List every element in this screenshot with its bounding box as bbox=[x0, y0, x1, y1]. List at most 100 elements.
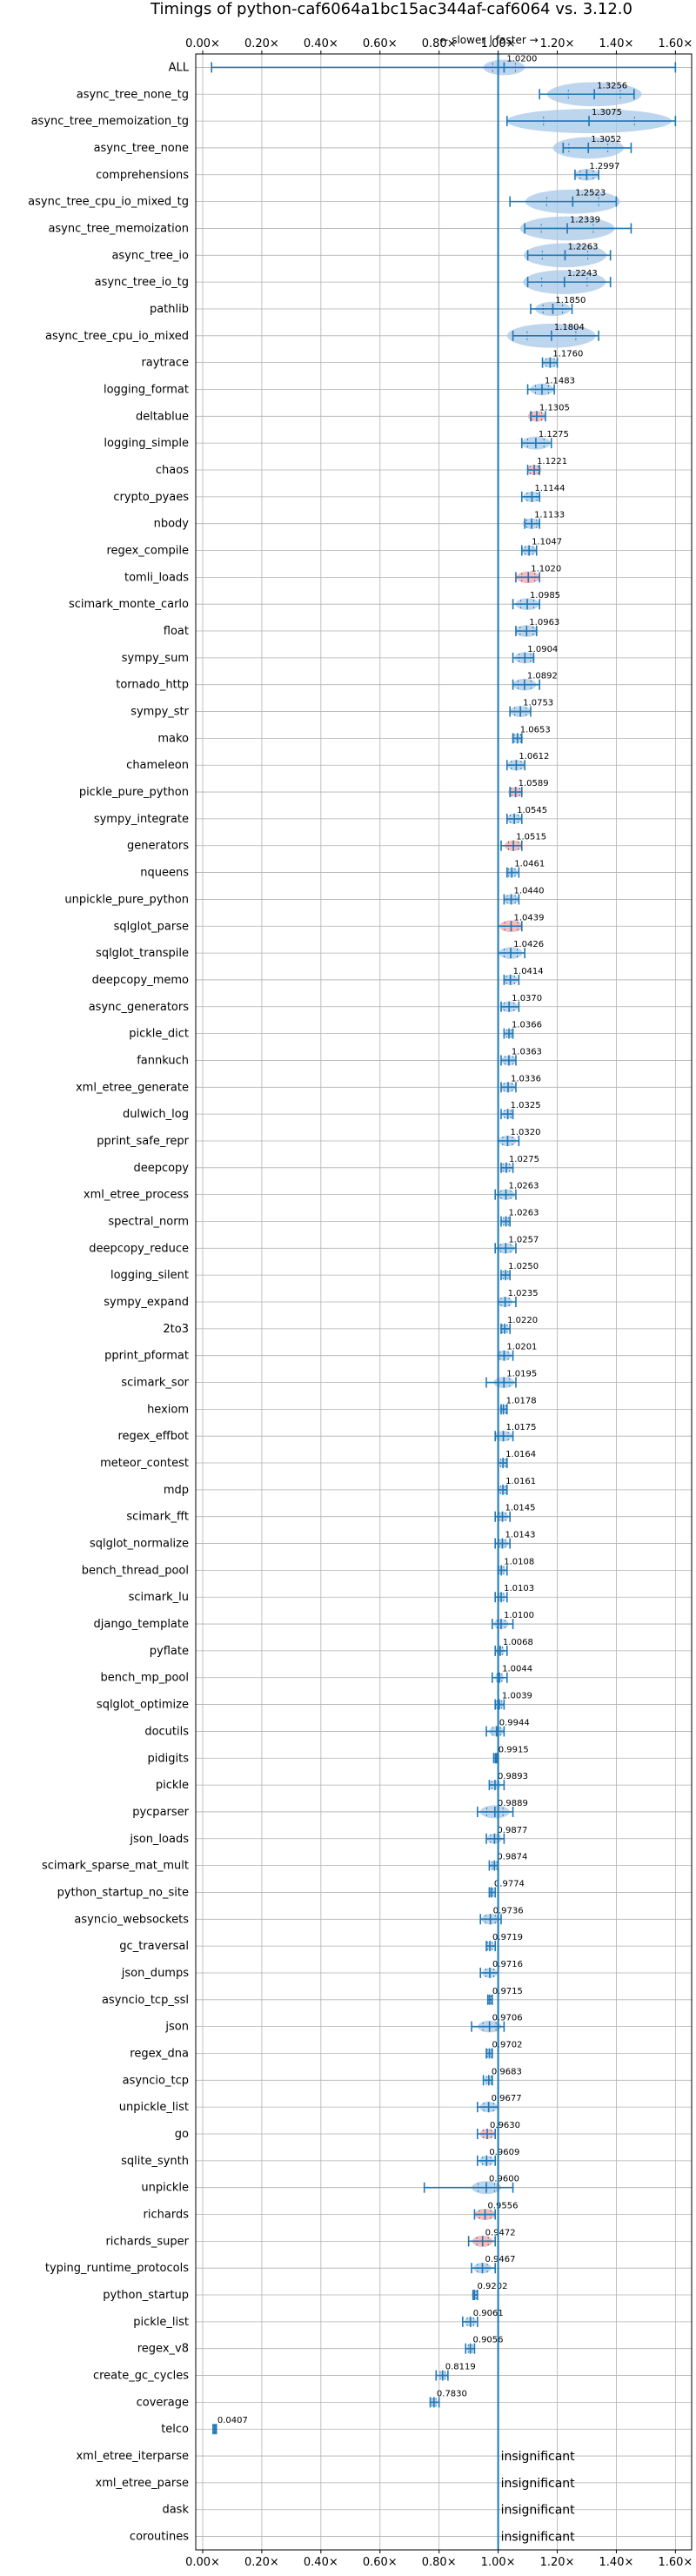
category-label: sqlglot_optimize bbox=[97, 1699, 189, 1712]
value-label: 1.0325 bbox=[511, 1101, 541, 1110]
value-label: 1.0366 bbox=[512, 1021, 542, 1030]
x-tick-label-bottom: 1.40× bbox=[599, 2556, 634, 2569]
plot-marks: 1.0200 1.3256 1.3075 1.3052 1.2997 1.2523 1.23… bbox=[211, 54, 677, 2550]
category-label: pickle bbox=[156, 1779, 189, 1792]
category-label: async_tree_cpu_io_mixed bbox=[45, 330, 189, 343]
category-label: asyncio_tcp_ssl bbox=[102, 1994, 189, 2007]
value-label: 1.2997 bbox=[589, 162, 619, 171]
category-label: raytrace bbox=[141, 357, 189, 370]
category-label: pprint_safe_repr bbox=[97, 1135, 189, 1148]
category-label: xml_etree_process bbox=[84, 1189, 189, 1202]
category-label: xml_etree_parse bbox=[96, 2477, 189, 2490]
category-label: dulwich_log bbox=[123, 1108, 189, 1121]
category-label: asyncio_tcp bbox=[123, 2074, 189, 2087]
category-label: hexiom bbox=[147, 1403, 189, 1416]
value-label: 0.9874 bbox=[497, 1853, 527, 1862]
value-label: 1.0263 bbox=[509, 1208, 539, 1218]
grid bbox=[196, 54, 692, 2550]
value-label: 1.2523 bbox=[575, 189, 606, 198]
category-label: unpickle_list bbox=[119, 2101, 189, 2114]
value-label: 0.9774 bbox=[494, 1879, 525, 1888]
insignificant-label: insignificant bbox=[501, 2531, 576, 2545]
category-label: mdp bbox=[164, 1484, 189, 1497]
value-label: 0.9877 bbox=[497, 1826, 527, 1835]
category-label: sqlglot_transpile bbox=[96, 947, 189, 960]
category-label: pycparser bbox=[132, 1806, 189, 1819]
value-label: 1.0892 bbox=[527, 672, 558, 681]
value-label: 1.1047 bbox=[532, 538, 562, 547]
category-label: richards_super bbox=[105, 2235, 189, 2248]
category-label: async_tree_memoization bbox=[48, 222, 189, 235]
category-label: sqlglot_normalize bbox=[90, 1538, 189, 1551]
x-tick-label-bottom: 0.20× bbox=[244, 2556, 279, 2569]
category-label: ALL bbox=[169, 61, 190, 74]
category-label: spectral_norm bbox=[108, 1215, 189, 1228]
category-label: python_startup bbox=[103, 2289, 189, 2302]
category-label: pickle_dict bbox=[129, 1028, 189, 1041]
value-label: 1.0250 bbox=[508, 1262, 539, 1271]
value-label: 0.9736 bbox=[493, 1906, 524, 1915]
value-label: 1.1850 bbox=[555, 296, 586, 305]
value-label: 1.3052 bbox=[591, 135, 621, 144]
value-label: 1.0515 bbox=[516, 833, 546, 842]
value-label: 1.0653 bbox=[520, 725, 551, 735]
value-label: 1.0439 bbox=[514, 913, 545, 922]
value-label: 0.9556 bbox=[488, 2202, 519, 2211]
category-label: async_tree_memoization_tg bbox=[31, 115, 189, 128]
x-ticks: 0.00× 0.00× 0.20× 0.20× 0.40× 0.40× 0.60× 0.60×… bbox=[185, 37, 693, 2569]
value-label: 0.9061 bbox=[473, 2309, 504, 2318]
category-label: richards bbox=[144, 2209, 190, 2222]
value-label: 1.0263 bbox=[509, 1182, 539, 1191]
category-label: asyncio_websockets bbox=[74, 1913, 189, 1926]
category-label: coverage bbox=[137, 2396, 189, 2409]
category-label: sqlite_synth bbox=[121, 2155, 189, 2168]
value-label: 1.0426 bbox=[513, 940, 544, 949]
x-tick-label-top: 1.20× bbox=[540, 37, 575, 50]
category-label: scimark_fft bbox=[126, 1511, 189, 1524]
x-tick-label-top: 1.60× bbox=[658, 37, 693, 50]
category-label: async_tree_io bbox=[111, 249, 189, 262]
value-label: 0.9715 bbox=[492, 1987, 523, 1996]
value-label: 1.0440 bbox=[514, 886, 545, 896]
category-label: dask bbox=[162, 2504, 189, 2517]
category-label: deltablue bbox=[136, 410, 189, 423]
value-label: 0.7830 bbox=[437, 2389, 467, 2398]
category-label: sympy_sum bbox=[122, 652, 189, 665]
category-label: deepcopy bbox=[133, 1162, 189, 1175]
value-label: 1.0143 bbox=[505, 1531, 535, 1540]
category-label: regex_effbot bbox=[117, 1430, 189, 1443]
value-label: 0.9702 bbox=[492, 2040, 522, 2049]
value-label: 1.0235 bbox=[508, 1289, 539, 1298]
value-label: 1.0039 bbox=[502, 1692, 532, 1701]
value-label: 0.9719 bbox=[492, 1933, 523, 1942]
value-label: 1.1483 bbox=[545, 376, 575, 386]
x-tick-label-top: 1.00× bbox=[481, 37, 516, 50]
category-label: generators bbox=[127, 840, 189, 853]
value-label: 1.0201 bbox=[506, 1343, 537, 1352]
value-label: 1.1305 bbox=[539, 403, 570, 413]
category-label: comprehensions bbox=[96, 169, 189, 182]
x-tick-label-top: 1.40× bbox=[599, 37, 634, 50]
category-label: xml_etree_iterparse bbox=[76, 2450, 189, 2463]
x-tick-label-bottom: 0.40× bbox=[304, 2556, 338, 2569]
value-label: 1.1144 bbox=[534, 484, 565, 493]
category-label: deepcopy_memo bbox=[92, 974, 189, 987]
category-label: json_loads bbox=[129, 1833, 189, 1846]
category-label: json bbox=[164, 2021, 189, 2034]
category-label: unpickle bbox=[141, 2182, 189, 2195]
category-label: bench_mp_pool bbox=[100, 1672, 189, 1685]
plot-frame bbox=[195, 53, 693, 2551]
category-label: pathlib bbox=[150, 303, 189, 316]
x-tick-label-top: 0.60× bbox=[363, 37, 398, 50]
value-label: 1.0589 bbox=[519, 779, 549, 788]
category-label: async_tree_none bbox=[94, 142, 189, 155]
category-label: deepcopy_reduce bbox=[89, 1242, 189, 1255]
category-label: tomli_loads bbox=[124, 571, 189, 584]
value-label: 0.9056 bbox=[473, 2336, 504, 2345]
x-tick-label-top: 0.40× bbox=[304, 37, 338, 50]
value-label: 1.0103 bbox=[504, 1584, 534, 1593]
category-label: nqueens bbox=[140, 867, 189, 880]
value-label: 1.2339 bbox=[570, 215, 600, 225]
category-label: sympy_integrate bbox=[94, 813, 189, 826]
category-label: scimark_lu bbox=[129, 1591, 189, 1604]
